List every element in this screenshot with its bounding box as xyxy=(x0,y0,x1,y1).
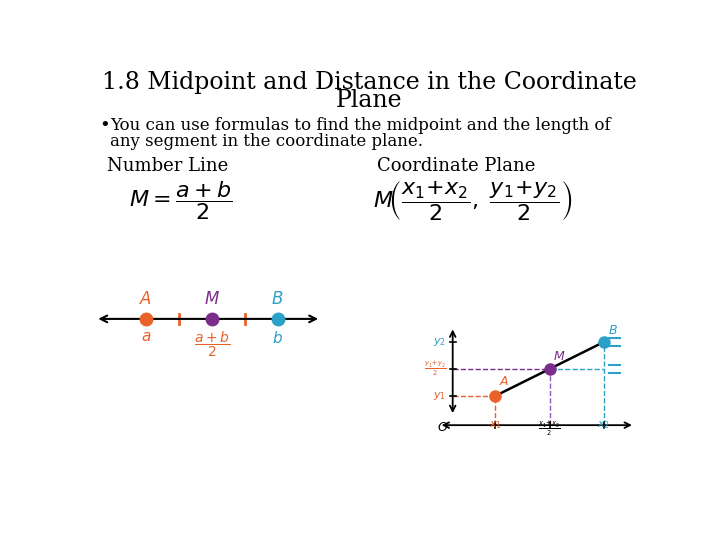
Text: $\frac{y_1\!+\!y_2}{2}$: $\frac{y_1\!+\!y_2}{2}$ xyxy=(423,360,446,379)
Text: $y_2$: $y_2$ xyxy=(433,336,446,348)
Text: $b$: $b$ xyxy=(272,330,283,346)
Text: $M\!\left(\dfrac{x_1\!+\!x_2}{2},\ \dfrac{y_1\!+\!y_2}{2}\right)$: $M\!\left(\dfrac{x_1\!+\!x_2}{2},\ \dfra… xyxy=(373,179,572,222)
Text: $y_1$: $y_1$ xyxy=(433,390,446,402)
Text: 1.8 Midpoint and Distance in the Coordinate: 1.8 Midpoint and Distance in the Coordin… xyxy=(102,71,636,94)
Text: $a$: $a$ xyxy=(140,330,151,343)
Text: $A$: $A$ xyxy=(139,291,153,308)
Text: $\frac{x_1\!+\!x_2}{2}$: $\frac{x_1\!+\!x_2}{2}$ xyxy=(538,419,561,438)
Text: $A$: $A$ xyxy=(499,375,510,388)
Text: Plane: Plane xyxy=(336,90,402,112)
Text: any segment in the coordinate plane.: any segment in the coordinate plane. xyxy=(110,132,423,150)
Text: •: • xyxy=(99,117,110,135)
Text: You can use formulas to find the midpoint and the length of: You can use formulas to find the midpoin… xyxy=(110,117,611,134)
Text: $O$: $O$ xyxy=(438,421,449,434)
Text: Coordinate Plane: Coordinate Plane xyxy=(377,157,535,175)
Text: $x_1$: $x_1$ xyxy=(489,419,502,431)
Text: $M$: $M$ xyxy=(554,350,566,363)
Text: $B$: $B$ xyxy=(608,325,618,338)
Text: Number Line: Number Line xyxy=(107,157,228,175)
Text: $B$: $B$ xyxy=(271,291,284,308)
Text: $M = \dfrac{a+b}{2}$: $M = \dfrac{a+b}{2}$ xyxy=(129,179,233,222)
Text: $\dfrac{a+b}{2}$: $\dfrac{a+b}{2}$ xyxy=(194,330,230,359)
Text: $x_2$: $x_2$ xyxy=(598,419,611,431)
Text: $M$: $M$ xyxy=(204,291,220,308)
